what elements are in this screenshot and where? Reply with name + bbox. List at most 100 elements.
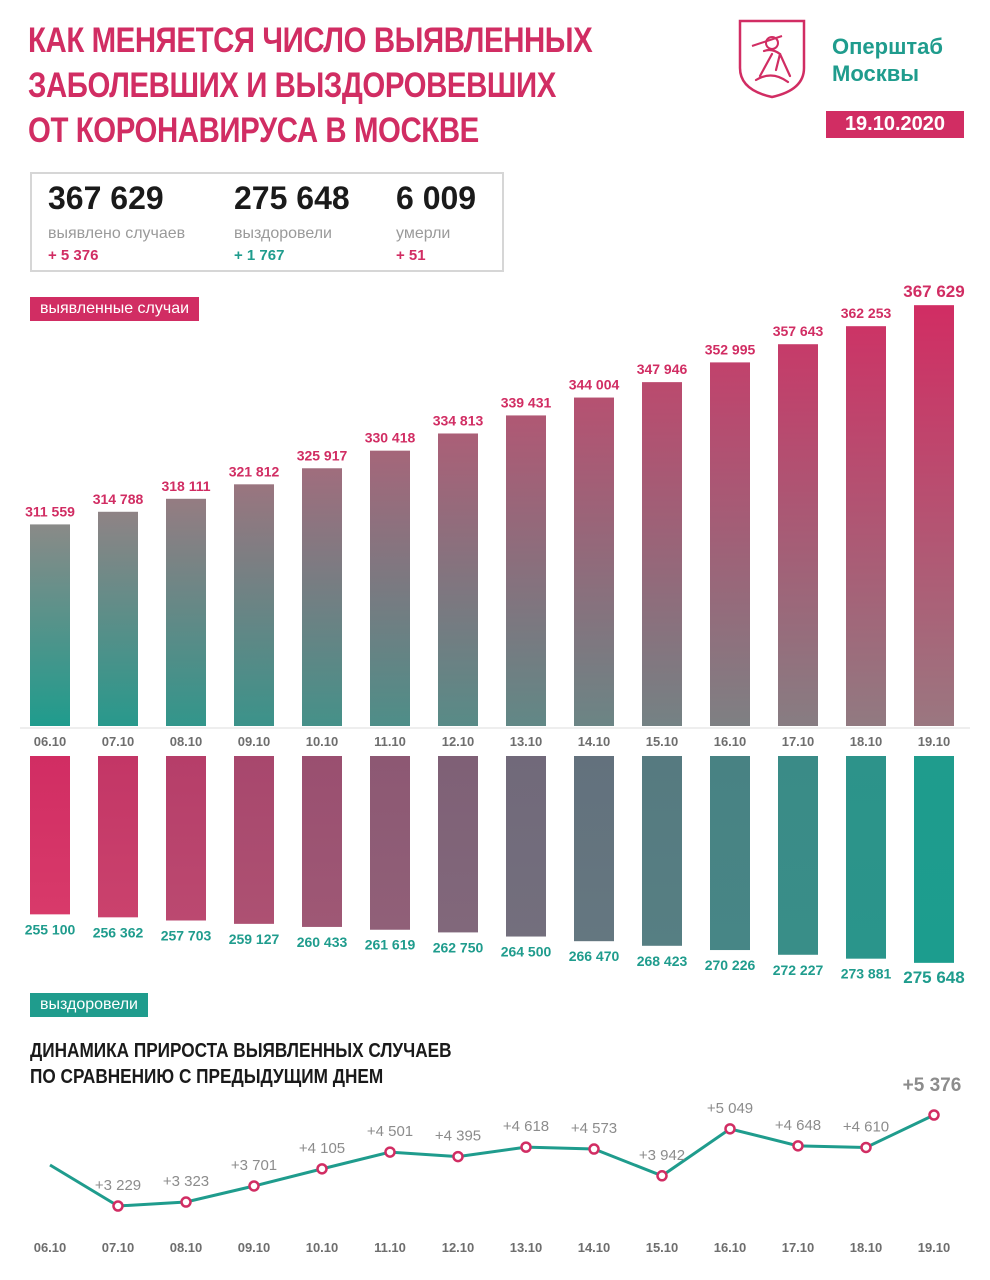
growth-x-tick: 14.10 — [578, 1240, 611, 1255]
recovered-bar — [574, 756, 614, 942]
recovered-bar — [506, 756, 546, 937]
cases-legend-tag: выявленные случаи — [30, 297, 200, 321]
cases-bar — [98, 511, 138, 726]
stat-deaths-value: 6 009 — [396, 180, 477, 216]
cases-bar-label: 362 253 — [841, 305, 892, 321]
cases-bar-label: 352 995 — [705, 341, 756, 357]
recovered-bar-label: 264 500 — [501, 944, 552, 960]
recovered-bar-label: 275 648 — [903, 968, 964, 987]
growth-point-label: +3 229 — [95, 1177, 141, 1194]
stat-deaths-label: умерли — [396, 225, 451, 242]
recovered-bar-label: 255 100 — [25, 921, 76, 937]
growth-point-label: +4 501 — [367, 1123, 413, 1140]
org-name: Оперштаб Москвы — [832, 33, 943, 87]
stat-cases-value: 367 629 — [48, 180, 164, 216]
cases-bar-label: 311 559 — [25, 503, 75, 519]
cases-x-tick: 18.10 — [850, 734, 883, 749]
cases-bar — [30, 524, 70, 726]
growth-point — [180, 1196, 192, 1208]
cases-bar-label: 334 813 — [433, 412, 484, 428]
recovered-legend-tag: выздоровели — [30, 993, 148, 1017]
growth-point — [248, 1180, 260, 1192]
growth-x-tick: 13.10 — [510, 1240, 543, 1255]
recovered-bar-label: 266 470 — [569, 948, 620, 964]
title-line-2: ЗАБОЛЕВШИХ И ВЫЗДОРОВЕВШИХ — [28, 66, 556, 105]
cases-bar — [642, 382, 682, 726]
cases-x-tick: 17.10 — [782, 734, 815, 749]
cases-bar — [438, 433, 478, 726]
growth-point-label: +3 323 — [163, 1173, 209, 1190]
growth-point — [316, 1163, 328, 1175]
growth-point-label: +5 049 — [707, 1100, 753, 1117]
growth-x-tick: 16.10 — [714, 1240, 747, 1255]
cases-x-tick: 15.10 — [646, 734, 679, 749]
dynamics-title-line-1: ДИНАМИКА ПРИРОСТА ВЫЯВЛЕННЫХ СЛУЧАЕВ — [30, 1040, 452, 1062]
recovered-bar — [710, 756, 750, 951]
cases-x-tick: 11.10 — [374, 734, 406, 749]
title-line-1: КАК МЕНЯЕТСЯ ЧИСЛО ВЫЯВЛЕННЫХ — [28, 21, 593, 60]
cases-x-tick: 06.10 — [34, 734, 67, 749]
date-badge: 19.10.2020 — [826, 111, 964, 138]
growth-point — [860, 1141, 872, 1154]
growth-point-label: +4 573 — [571, 1120, 617, 1137]
growth-x-tick: 11.10 — [374, 1240, 406, 1255]
cases-x-tick: 16.10 — [714, 734, 747, 749]
growth-point-label: +4 618 — [503, 1118, 549, 1135]
summary-box: 367 629 выявлено случаев + 5 376 275 648… — [30, 172, 504, 272]
growth-x-tick: 12.10 — [442, 1240, 475, 1255]
recovered-bar-label: 272 227 — [773, 962, 824, 978]
cases-x-tick: 09.10 — [238, 734, 271, 749]
recovered-bar-label: 273 881 — [841, 966, 892, 982]
cases-x-tick: 14.10 — [578, 734, 611, 749]
cases-bar — [506, 415, 546, 726]
cases-bar-label: 325 917 — [297, 447, 348, 463]
growth-point — [928, 1109, 940, 1121]
growth-point-label: +4 648 — [775, 1117, 821, 1134]
dynamics-title: ДИНАМИКА ПРИРОСТА ВЫЯВЛЕННЫХ СЛУЧАЕВ ПО … — [30, 1038, 452, 1090]
growth-x-tick: 19.10 — [918, 1240, 951, 1255]
cases-x-tick: 10.10 — [306, 734, 339, 749]
cases-bar-label: 318 111 — [161, 478, 210, 494]
growth-point — [452, 1150, 464, 1163]
cases-x-tick: 07.10 — [102, 734, 135, 749]
growth-x-tick: 15.10 — [646, 1240, 679, 1255]
cases-bar — [234, 484, 274, 726]
recovered-bar-label: 261 619 — [365, 937, 416, 953]
cases-bar-label: 314 788 — [93, 491, 144, 507]
cases-bar-label: 344 004 — [569, 377, 620, 393]
recovered-bar-label: 262 750 — [433, 939, 484, 955]
stat-cases: 367 629 выявлено случаев + 5 376 — [48, 180, 185, 264]
stat-cases-label: выявлено случаев — [48, 225, 186, 242]
cases-bar — [778, 344, 818, 726]
recovered-bar — [914, 756, 954, 963]
stat-recovered: 275 648 выздоровели + 1 767 — [234, 180, 350, 264]
cases-x-tick: 13.10 — [510, 734, 543, 749]
growth-x-tick: 18.10 — [850, 1240, 883, 1255]
cases-bar — [166, 498, 206, 726]
stat-deaths-delta: + 51 — [396, 247, 426, 264]
recovered-bar — [302, 756, 342, 927]
growth-point — [588, 1143, 600, 1155]
stat-recovered-delta: + 1 767 — [234, 247, 285, 264]
stat-recovered-value: 275 648 — [234, 180, 350, 216]
cases-bar-label: 347 946 — [637, 361, 688, 377]
cases-bar-label: 321 812 — [229, 463, 280, 479]
cases-bar — [846, 326, 886, 726]
cases-bar-label: 357 643 — [773, 323, 824, 339]
cases-bar-label: 330 418 — [365, 430, 416, 446]
cases-bar-label: 339 431 — [501, 394, 552, 410]
recovered-bar — [166, 756, 206, 921]
org-line-1: Оперштаб — [832, 34, 944, 59]
cases-x-tick: 08.10 — [170, 734, 203, 749]
growth-point — [656, 1170, 668, 1182]
growth-point-label: +4 395 — [435, 1128, 481, 1145]
growth-point — [384, 1146, 396, 1158]
recovered-bar-label: 257 703 — [161, 927, 212, 943]
cases-bar — [370, 450, 410, 726]
growth-x-tick: 09.10 — [238, 1240, 271, 1255]
growth-point-label: +5 376 — [903, 1075, 962, 1096]
recovered-bar-label: 259 127 — [229, 931, 280, 947]
recovered-bar-label: 256 362 — [93, 924, 144, 940]
growth-point — [792, 1140, 804, 1152]
